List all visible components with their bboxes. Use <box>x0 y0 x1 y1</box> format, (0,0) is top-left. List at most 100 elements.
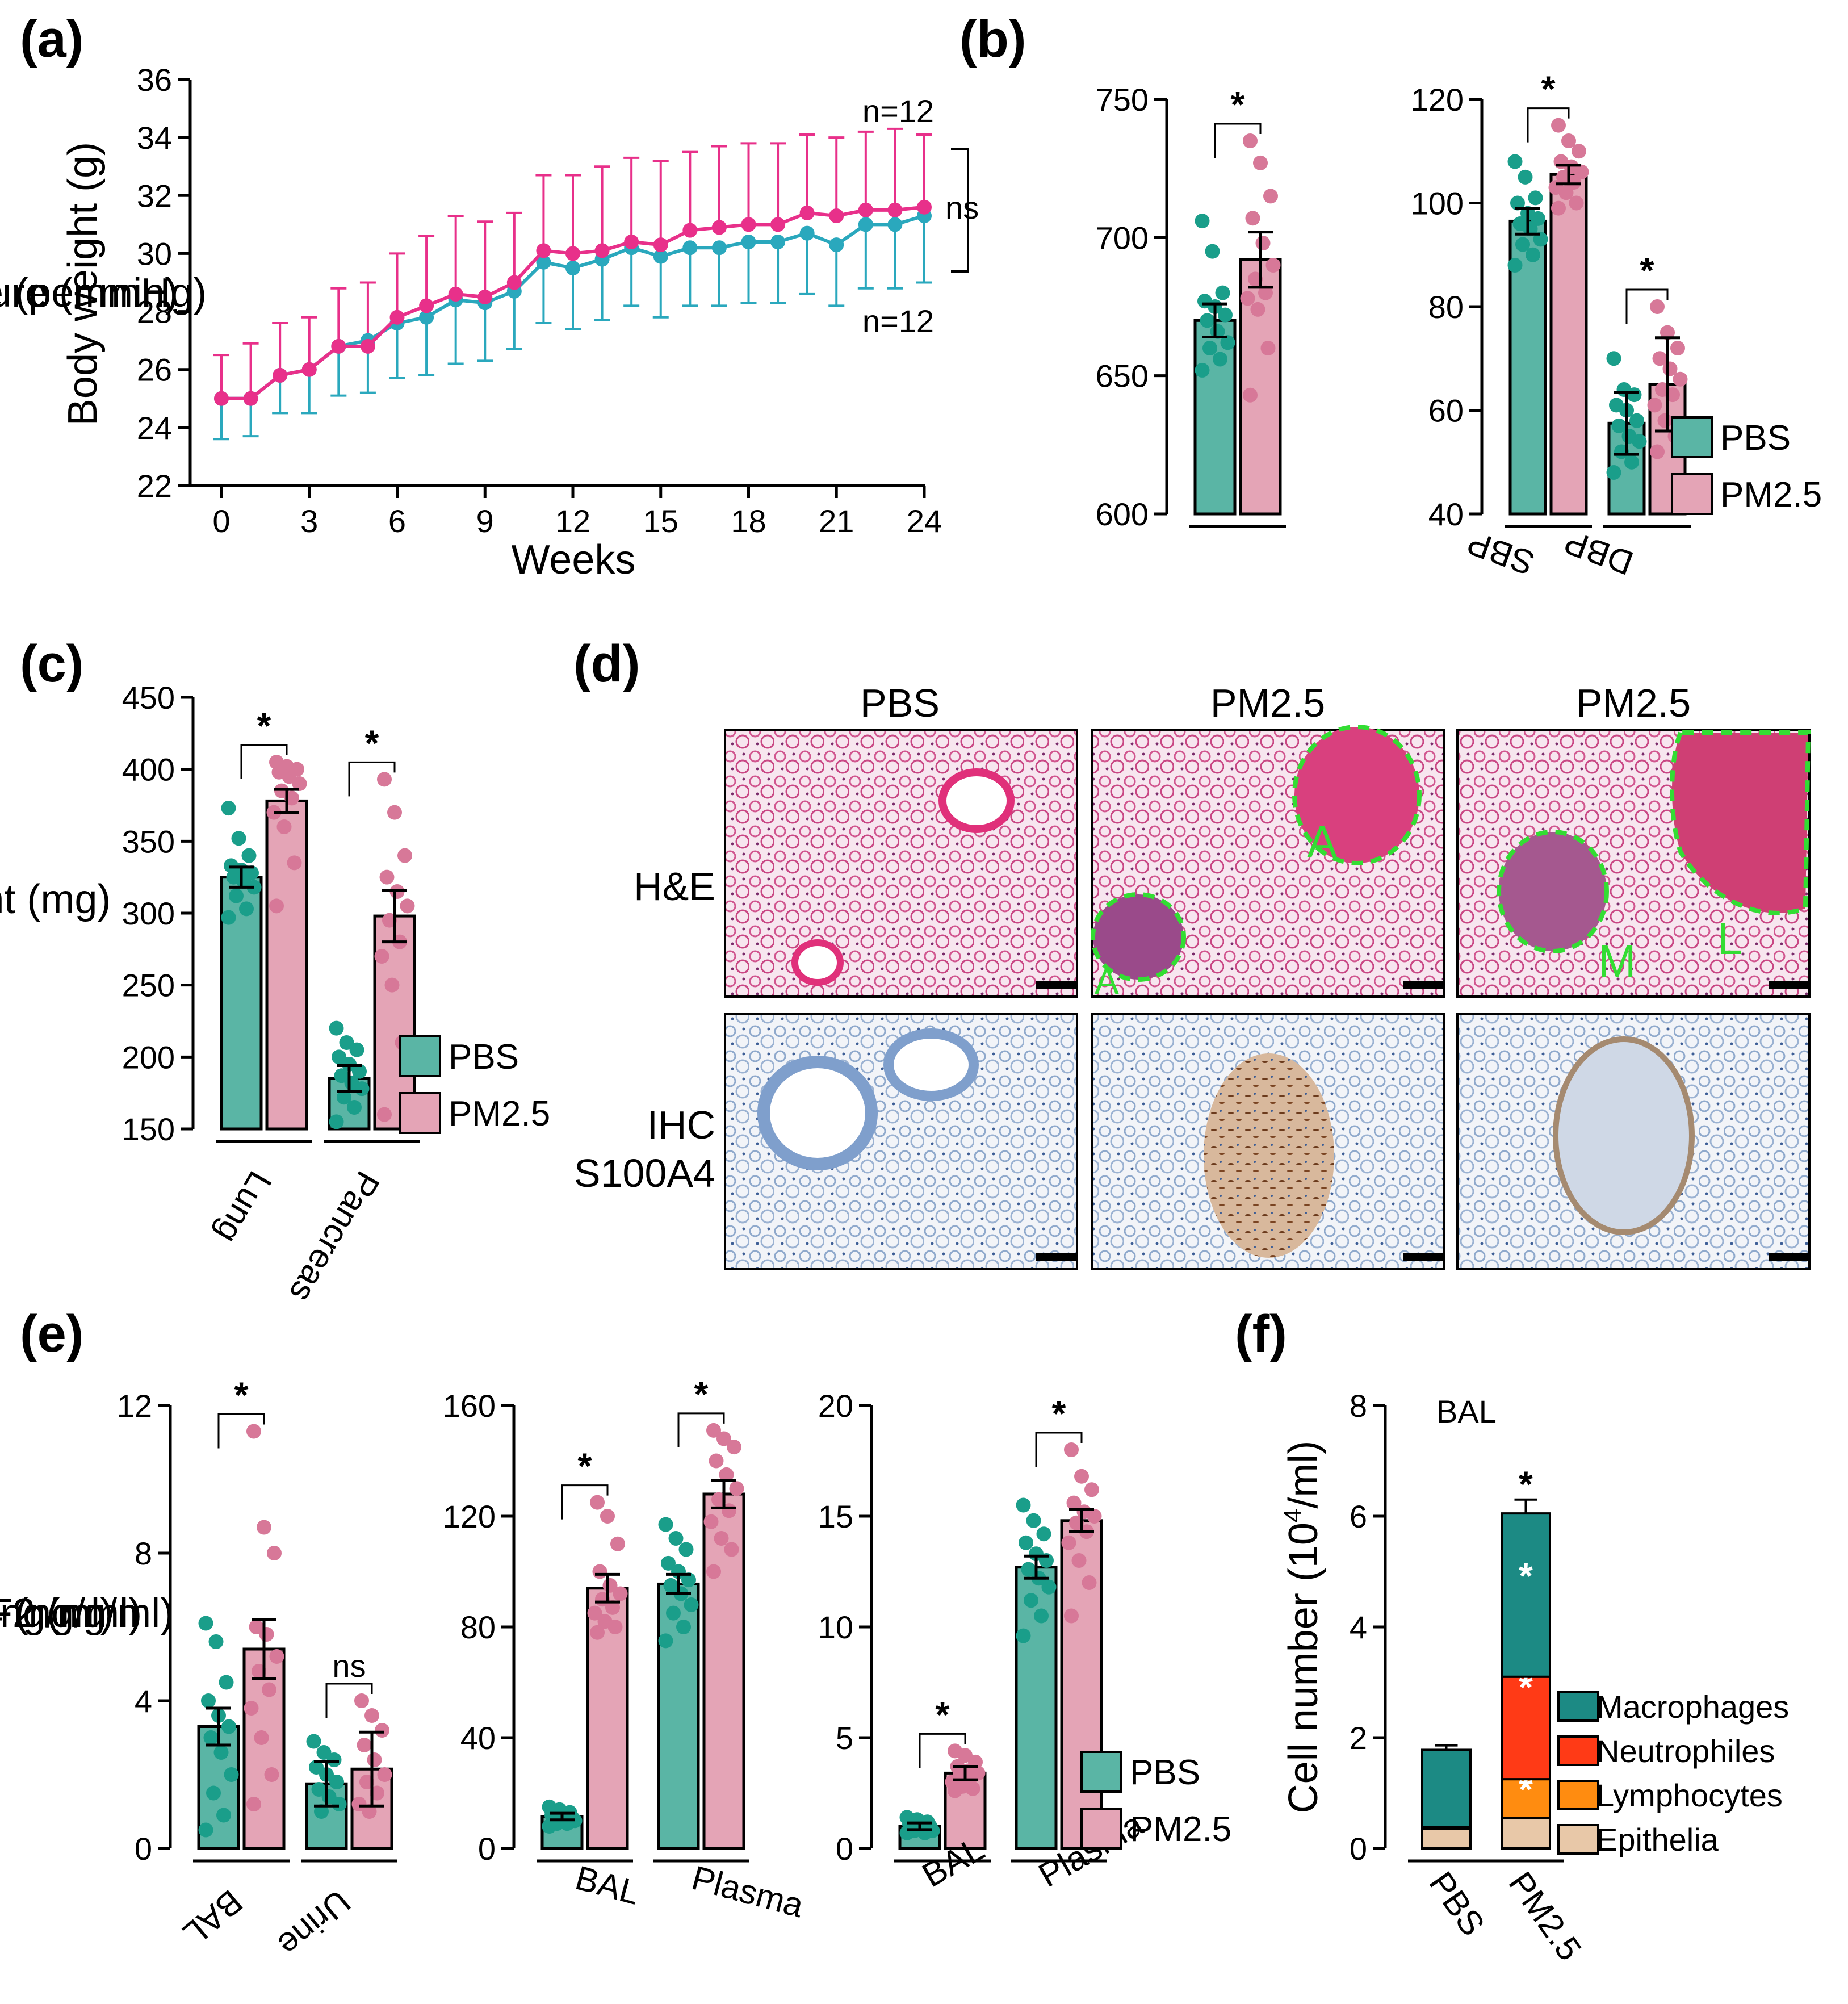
significance-marker: * <box>365 722 379 763</box>
data-point-pm25 <box>243 391 258 406</box>
data-point-pbs <box>352 1064 367 1079</box>
y-tick-label: 160 <box>443 1388 496 1424</box>
data-point-pm25 <box>257 1520 271 1535</box>
data-point-pm25 <box>1574 164 1589 179</box>
data-point-pbs <box>337 1090 351 1105</box>
data-point-pm25 <box>729 1481 744 1496</box>
data-point-pbs <box>1629 413 1644 428</box>
legend-c: PBS PM2.5 <box>399 1035 550 1134</box>
data-point-pbs <box>1220 335 1235 350</box>
data-point-pm25 <box>709 1453 724 1469</box>
data-point-pm25 <box>1572 144 1586 159</box>
data-point-pm25 <box>1250 302 1265 317</box>
significance-marker: ns <box>945 190 979 225</box>
data-point-pbs <box>658 1633 673 1649</box>
data-point-pm25 <box>1569 195 1584 211</box>
data-point-pbs <box>306 1734 321 1749</box>
stack-segment-epi <box>1501 1817 1551 1850</box>
n-label-pbs: n=12 <box>862 303 934 339</box>
data-point-pm25 <box>354 1693 369 1708</box>
data-point-pm25 <box>269 1649 284 1664</box>
data-point-pm25 <box>282 769 297 784</box>
data-point-pm25 <box>1263 189 1278 204</box>
y-tick-label: 36 <box>137 62 172 98</box>
significance-bracket <box>348 761 396 797</box>
x-tick-label: 3 <box>300 503 318 539</box>
y-axis-label: Weight (mg) <box>0 877 111 922</box>
data-point-pm25 <box>377 1107 392 1122</box>
data-point-pm25 <box>1561 133 1576 148</box>
data-point-pbs <box>1019 1535 1033 1550</box>
scale-bar <box>1403 981 1443 989</box>
data-point-pbs <box>1021 1562 1036 1577</box>
y-tick-label: 34 <box>137 120 172 156</box>
bar-pbs <box>1015 1566 1058 1850</box>
data-point-pbs <box>316 1745 332 1760</box>
significance-marker: * <box>1231 84 1245 125</box>
y-tick-label: 120 <box>1411 82 1464 118</box>
data-point-pm25 <box>1253 155 1268 170</box>
significance-marker: * <box>234 1375 249 1416</box>
y-axis-label: Body weight (g) <box>60 142 106 426</box>
data-point-pm25 <box>387 805 402 820</box>
data-point-pm25 <box>799 205 815 220</box>
significance-marker: * <box>936 1694 950 1735</box>
he-image-pbs <box>724 729 1078 998</box>
scale-bar <box>1403 1253 1443 1261</box>
data-point-pbs <box>198 1822 213 1838</box>
data-point-pbs <box>329 1775 344 1789</box>
significance-marker: * <box>1052 1393 1066 1434</box>
data-point-pm25 <box>269 898 284 914</box>
y-tick-label: 80 <box>1428 289 1464 325</box>
significance-bracket <box>561 1484 609 1520</box>
data-point-pbs <box>887 217 903 232</box>
y-axis-label: Cell number (104/ml) <box>1279 1441 1326 1814</box>
y-tick-label: 30 <box>137 236 172 271</box>
data-point-pbs <box>1205 244 1220 259</box>
legend-label-pbs: PBS <box>1130 1753 1200 1792</box>
data-point-pm25 <box>965 1781 980 1796</box>
data-point-pm25 <box>592 1564 607 1579</box>
y-axis-label: Heart rate (per min) <box>0 270 178 316</box>
data-point-pm25 <box>741 217 756 232</box>
y-tick-label: 12 <box>117 1388 152 1424</box>
data-point-pbs <box>203 1730 219 1745</box>
stack-segment-neut <box>1501 1675 1551 1781</box>
significance-bracket <box>919 1733 966 1768</box>
data-point-pm25 <box>506 275 522 290</box>
data-point-pm25 <box>246 1797 261 1811</box>
chart-opn: 04080120160OPN (ng/ml)*BAL*Plasma <box>0 1374 808 1925</box>
data-point-pm25 <box>246 1424 261 1439</box>
significance-bracket <box>677 1412 725 1447</box>
data-point-pm25 <box>397 848 412 863</box>
panel-label-d: (d) <box>573 635 640 693</box>
data-point-pm25 <box>254 1730 269 1745</box>
legend-swatch-pm25 <box>1671 473 1713 515</box>
data-point-pbs <box>681 1572 696 1588</box>
data-point-pbs <box>741 235 756 249</box>
panel-label-c: (c) <box>20 635 83 693</box>
data-point-pm25 <box>703 1514 719 1529</box>
stained-vessel <box>1553 1036 1695 1235</box>
data-point-pm25 <box>858 202 873 217</box>
lesion-outline <box>1497 830 1609 953</box>
group-label: BAL <box>572 1859 644 1912</box>
data-point-pbs <box>899 1825 915 1840</box>
legend-label-pm25: PM2.5 <box>1720 475 1822 514</box>
data-point-pm25 <box>1660 325 1675 340</box>
data-point-pm25 <box>917 199 932 215</box>
group-label: Pancreas <box>282 1165 387 1309</box>
data-point-pbs <box>1528 190 1543 206</box>
y-tick-label: 40 <box>460 1720 496 1756</box>
y-tick-label: 650 <box>1096 358 1149 394</box>
data-point-pm25 <box>374 949 389 964</box>
y-tick-label: 32 <box>137 178 172 214</box>
data-point-pm25 <box>331 338 346 354</box>
data-point-pm25 <box>887 202 903 217</box>
annotation-a-2: A <box>1095 961 1119 1002</box>
data-point-pm25 <box>273 367 288 383</box>
data-point-pbs <box>201 1693 216 1708</box>
y-axis-label: Blood presure (mmHg) <box>0 270 207 316</box>
data-point-pm25 <box>714 1531 729 1546</box>
data-point-pm25 <box>360 338 375 354</box>
